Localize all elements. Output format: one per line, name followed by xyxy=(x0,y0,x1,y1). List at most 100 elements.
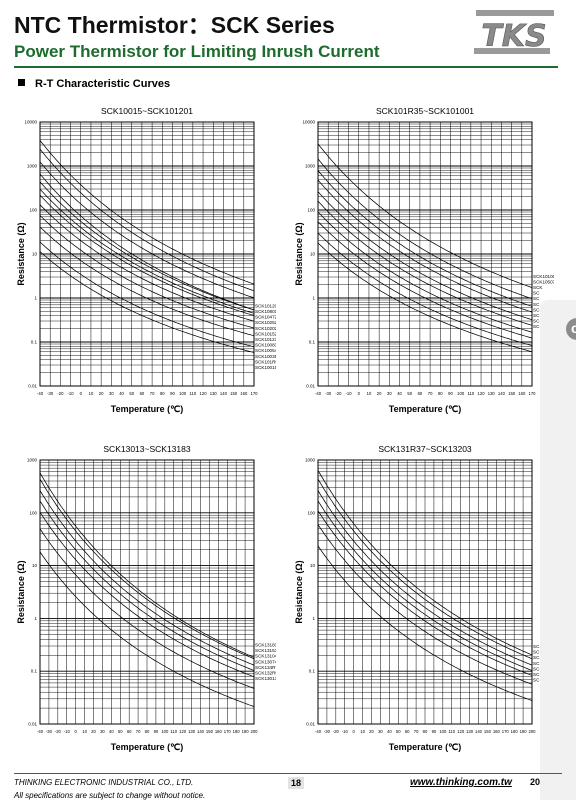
series-line xyxy=(39,173,255,311)
y-tick-label: 10 xyxy=(310,563,316,568)
x-tick-label: 40 xyxy=(387,729,392,734)
y-tick-label: 0.1 xyxy=(31,340,38,345)
x-tick-label: 40 xyxy=(397,391,402,396)
x-tick-label: 50 xyxy=(129,391,134,396)
x-tick-label: -30 xyxy=(46,729,53,734)
series-line xyxy=(39,528,255,689)
side-panel-tab[interactable]: c xyxy=(540,300,576,800)
series-label: SC xyxy=(533,324,540,329)
x-tick-label: 40 xyxy=(119,391,124,396)
y-tick-label: 1 xyxy=(312,616,315,621)
chart-panel-4: SCK131R37~SCK13203 -40 -30 -20 -10 0 10 20 30 40 5… xyxy=(292,440,554,760)
footer-company: THINKING ELECTRONIC INDUSTRIAL CO., LTD. xyxy=(14,778,194,787)
series-line xyxy=(317,232,533,346)
series-line xyxy=(39,241,255,348)
y-tick-label: 10 xyxy=(32,252,38,257)
x-tick-label: 20 xyxy=(91,729,96,734)
series-label: SCK101201 xyxy=(255,303,276,308)
x-tick-label: 160 xyxy=(518,391,526,396)
side-panel-button[interactable] xyxy=(566,318,576,340)
x-tick-label: 70 xyxy=(136,729,141,734)
series-label: SCK10123 xyxy=(255,337,276,342)
series-line xyxy=(39,140,255,285)
series-label: SCK13183 xyxy=(255,643,276,648)
series-label: SC xyxy=(533,319,540,324)
x-tick-label: 80 xyxy=(423,729,428,734)
x-tick-label: 20 xyxy=(369,729,374,734)
series-label: SCK101R55 xyxy=(255,359,276,364)
footer-year: 20 xyxy=(530,777,541,787)
x-tick-label: -40 xyxy=(37,391,44,396)
series-line xyxy=(317,200,533,326)
x-axis-label: Temperature (℃) xyxy=(111,404,183,414)
series-label: SCK10507 xyxy=(533,279,554,284)
x-tick-label: 140 xyxy=(475,729,483,734)
chart-svg: SCK10015~SCK101201 -40 -30 -20 -10 0 10 20 30 40 5… xyxy=(16,106,276,414)
x-tick-label: 50 xyxy=(407,391,412,396)
x-tick-label: -40 xyxy=(37,729,44,734)
y-tick-label: 0.01 xyxy=(28,722,37,727)
x-tick-label: 60 xyxy=(127,729,132,734)
series-line xyxy=(317,470,533,656)
x-tick-label: 190 xyxy=(520,729,528,734)
x-axis-label: Temperature (℃) xyxy=(111,742,183,752)
plot-frame xyxy=(317,121,533,387)
x-tick-label: -20 xyxy=(55,729,62,734)
footer-rule xyxy=(14,773,562,774)
y-tick-label: 0.1 xyxy=(31,669,38,674)
x-tick-label: 130 xyxy=(488,391,496,396)
series-line xyxy=(317,242,533,353)
x-tick-label: 80 xyxy=(160,391,165,396)
x-tick-label: 60 xyxy=(418,391,423,396)
x-tick-label: 170 xyxy=(529,391,537,396)
x-tick-label: 160 xyxy=(215,729,223,734)
series-line xyxy=(317,211,533,333)
series-label: SC xyxy=(533,313,540,318)
x-tick-label: 120 xyxy=(457,729,465,734)
chart-title: SCK101R35~SCK101001 xyxy=(376,106,474,116)
x-tick-label: 0 xyxy=(358,391,361,396)
x-tick-label: 50 xyxy=(118,729,123,734)
x-tick-label: 160 xyxy=(240,391,248,396)
series-label: SCK134R74 xyxy=(255,665,276,670)
x-tick-label: 50 xyxy=(396,729,401,734)
series-line xyxy=(39,472,255,658)
x-tick-label: 110 xyxy=(190,391,197,396)
series-label: SC xyxy=(533,650,540,655)
website-link[interactable]: www.thinking.com.tw xyxy=(410,777,512,788)
series-line xyxy=(317,545,533,701)
x-tick-label: 80 xyxy=(438,391,443,396)
x-tick-label: 30 xyxy=(387,391,392,396)
y-axis-label: Resistance (Ω) xyxy=(294,222,304,285)
y-tick-label: 0.1 xyxy=(309,340,316,345)
x-tick-label: -20 xyxy=(335,391,342,396)
x-tick-label: 100 xyxy=(179,391,187,396)
x-tick-label: -10 xyxy=(346,391,353,396)
x-tick-label: 180 xyxy=(511,729,519,734)
x-tick-label: 150 xyxy=(484,729,492,734)
series-line xyxy=(317,500,533,671)
x-tick-label: 170 xyxy=(224,729,232,734)
x-tick-label: 0 xyxy=(352,729,355,734)
x-tick-label: 110 xyxy=(448,729,455,734)
y-axis-label: Resistance (Ω) xyxy=(294,560,304,623)
x-axis-label: Temperature (℃) xyxy=(389,742,461,752)
series-line xyxy=(39,551,255,707)
y-tick-label: 10 xyxy=(32,563,38,568)
x-tick-label: 110 xyxy=(468,391,475,396)
x-tick-label: 70 xyxy=(414,729,419,734)
chart-title: SCK13013~SCK13183 xyxy=(103,444,190,454)
series-label: SCK132R56 xyxy=(255,671,276,676)
brand-logo: TKS xyxy=(474,10,554,54)
x-tick-label: 30 xyxy=(378,729,383,734)
x-tick-label: 90 xyxy=(170,391,175,396)
x-tick-label: 10 xyxy=(82,729,87,734)
series-line xyxy=(39,181,255,311)
x-tick-label: 140 xyxy=(220,391,228,396)
x-tick-label: 20 xyxy=(377,391,382,396)
logo-bar-bottom xyxy=(474,48,550,54)
y-axis-label: Resistance (Ω) xyxy=(16,222,26,285)
series-line xyxy=(317,478,533,660)
y-tick-label: 1 xyxy=(34,296,37,301)
series-line xyxy=(39,478,255,660)
